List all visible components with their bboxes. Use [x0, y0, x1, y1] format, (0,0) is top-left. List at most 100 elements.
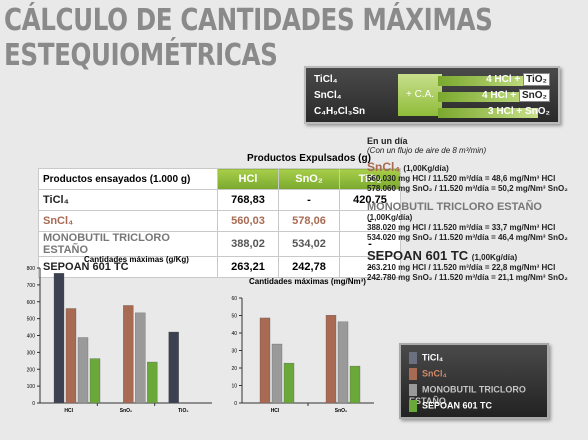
block-line: 263.210 mg HCl / 11.520 m³/día = 22,8 mg… [367, 263, 556, 272]
bar [135, 312, 146, 404]
block-rate: (1,00Kg/día) [471, 253, 518, 262]
block-name: SEPOAN 601 TC [367, 248, 469, 263]
y-tick-label: 10 [231, 384, 237, 390]
reaction-panel: + C.A. TiCl₄ SnCl₄ C₄H₉Cl₃Sn 4 HCl + TiO… [304, 66, 560, 124]
block-line: 560.030 mg HCl / 11.520 m³/día = 48,6 mg… [367, 174, 556, 183]
table-cell: - [339, 231, 401, 257]
legend-item: MONOBUTIL TRICLORO ESTAÑO [409, 384, 547, 406]
block-line: 242.780 mg SnO₂ / 11.520 m³/día = 21,1 m… [367, 273, 568, 282]
y-tick-label: 0 [234, 401, 237, 407]
reactant-label: SnCl₄ [314, 90, 342, 101]
table-row: MONOBUTIL TRICLORO ESTAÑO 388,02 534,02 … [38, 231, 401, 257]
block-name: MONOBUTIL TRICLORO ESTAÑO [367, 201, 542, 213]
table-cell: - [339, 256, 401, 278]
table-row: SnCl₄ 560,03 578,06 - [38, 210, 401, 232]
catalyst-box: + C.A. [398, 74, 442, 116]
y-tick-label: 50 [231, 314, 237, 320]
product-prefix: 4 HCl + [482, 90, 517, 101]
chart-g-per-kg: Cantidades máximas (g/Kg) 0 100 200 300 400 5… [27, 255, 212, 414]
bar [147, 361, 158, 404]
x-tick-label: SnO₂ [120, 408, 133, 414]
block-rate: (1,00Kg/día) [367, 213, 413, 222]
y-tick-label: 600 [27, 300, 36, 306]
table-cell: 242,78 [278, 256, 340, 278]
block-title: MONOBUTIL TRICLORO ESTAÑO (1,00Kg/día) [367, 202, 582, 223]
product-name: SEPOAN 601 TC [38, 256, 218, 278]
table-cell: 578,06 [278, 210, 340, 232]
legend-label: MONOBUTIL TRICLORO ESTAÑO [409, 384, 526, 406]
legend-label: SEPOAN 601 TC [422, 400, 493, 411]
group-header: Productos Expulsados (g) [247, 152, 371, 164]
y-tick-label: 300 [27, 350, 36, 356]
legend-item: SnCl₄ [409, 368, 447, 380]
legend-item: SEPOAN 601 TC [409, 400, 492, 412]
reactant-label: C₄H₉Cl₃Sn [314, 106, 366, 117]
legend: TiCl₄ SnCl₄ MONOBUTIL TRICLORO ESTAÑO SE… [399, 343, 549, 419]
block-rate: (1,00Kg/día) [403, 164, 449, 173]
table-cell: 768,83 [217, 189, 279, 211]
y-tick-label: 200 [27, 367, 36, 373]
table-cell: 560,03 [217, 210, 279, 232]
y-tick-label: 100 [27, 384, 36, 390]
column-header: SnO₂ [278, 168, 340, 190]
per-day-heading: En un día [367, 136, 408, 146]
column-header: HCl [217, 168, 279, 190]
legend-label: SnCl₄ [422, 368, 447, 379]
bar [283, 362, 295, 404]
row-header: Productos ensayados (1.000 g) [38, 168, 218, 190]
bar [123, 305, 134, 404]
product-label: 4 HCl + TiO₂ [486, 73, 550, 86]
table-row: TiCl₄ 768,83 - 420,75 [38, 189, 401, 211]
y-tick-label: 20 [231, 366, 237, 372]
table-cell: - [278, 189, 340, 211]
table-cell: 263,21 [217, 256, 279, 278]
page-title-line1: CÁLCULO DE CANTIDADES MÁXIMAS [4, 3, 493, 38]
y-tick-label: 60 [231, 296, 237, 302]
results-table: Productos Expulsados (g) Productos ensay… [38, 148, 401, 278]
legend-swatch [409, 368, 417, 380]
table-cell: 420,75 [339, 189, 401, 211]
product-label: 4 HCl + SnO₂ [482, 89, 550, 102]
bar [271, 343, 283, 404]
legend-item: TiCl₄ [409, 352, 443, 364]
bar [168, 331, 179, 404]
chart-title: Cantidades máximas (mg/Nm³) [249, 277, 366, 286]
bar [349, 365, 361, 404]
x-tick-label: HCl [64, 408, 73, 414]
product-name: MONOBUTIL TRICLORO ESTAÑO [38, 231, 218, 257]
page-title-line2: ESTEQUIOMÉTRICAS [4, 38, 278, 73]
reaction-arrow [438, 76, 538, 86]
product-box: SnO₂ [519, 89, 550, 102]
y-tick-label: 500 [27, 317, 36, 323]
table-row: SEPOAN 601 TC 263,21 242,78 - [38, 256, 401, 278]
table-cell: 534,02 [278, 231, 340, 257]
block-title: SnCl₄ (1,00Kg/día) [367, 161, 582, 174]
chart-title: Cantidades máximas (g/Kg) [84, 255, 189, 264]
bar [337, 321, 349, 404]
bar [259, 317, 271, 404]
product-prefix: 4 HCl + [486, 74, 521, 85]
block-line: 388.020 mg HCl / 11.520 m³/día = 33,7 mg… [367, 223, 556, 232]
y-tick-label: 700 [27, 283, 36, 289]
table-cell: 388,02 [217, 231, 279, 257]
y-tick-label: 800 [27, 266, 36, 272]
per-day-panel: En un día (Con un flujo de aire de 8 m³/… [367, 136, 582, 283]
per-day-subheading: (Con un flujo de aire de 8 m³/min) [367, 146, 487, 155]
bar [65, 308, 77, 404]
legend-swatch [409, 400, 417, 412]
block-title: SEPOAN 601 TC (1,00Kg/día) [367, 248, 582, 263]
legend-swatch [409, 352, 417, 364]
y-tick-label: 0 [32, 401, 35, 407]
product-label: 3 HCl + SnO₂ [488, 106, 550, 117]
y-tick-label: 40 [231, 331, 237, 337]
bar [53, 273, 65, 404]
x-tick-label: TiO₂ [178, 408, 188, 414]
chart-mg-per-nm3: Cantidades máximas (mg/Nm³) 0 10 20 30 40 50 6… [231, 277, 374, 414]
bar [325, 315, 337, 404]
legend-label: TiCl₄ [422, 352, 444, 363]
table-cell: - [339, 210, 401, 232]
product-name: TiCl₄ [38, 189, 218, 211]
bar [77, 337, 89, 404]
block-line: 534.020 mg SnO₂ / 11.520 m³/día = 46,4 m… [367, 233, 568, 242]
x-tick-label: SnO₂ [335, 408, 348, 414]
